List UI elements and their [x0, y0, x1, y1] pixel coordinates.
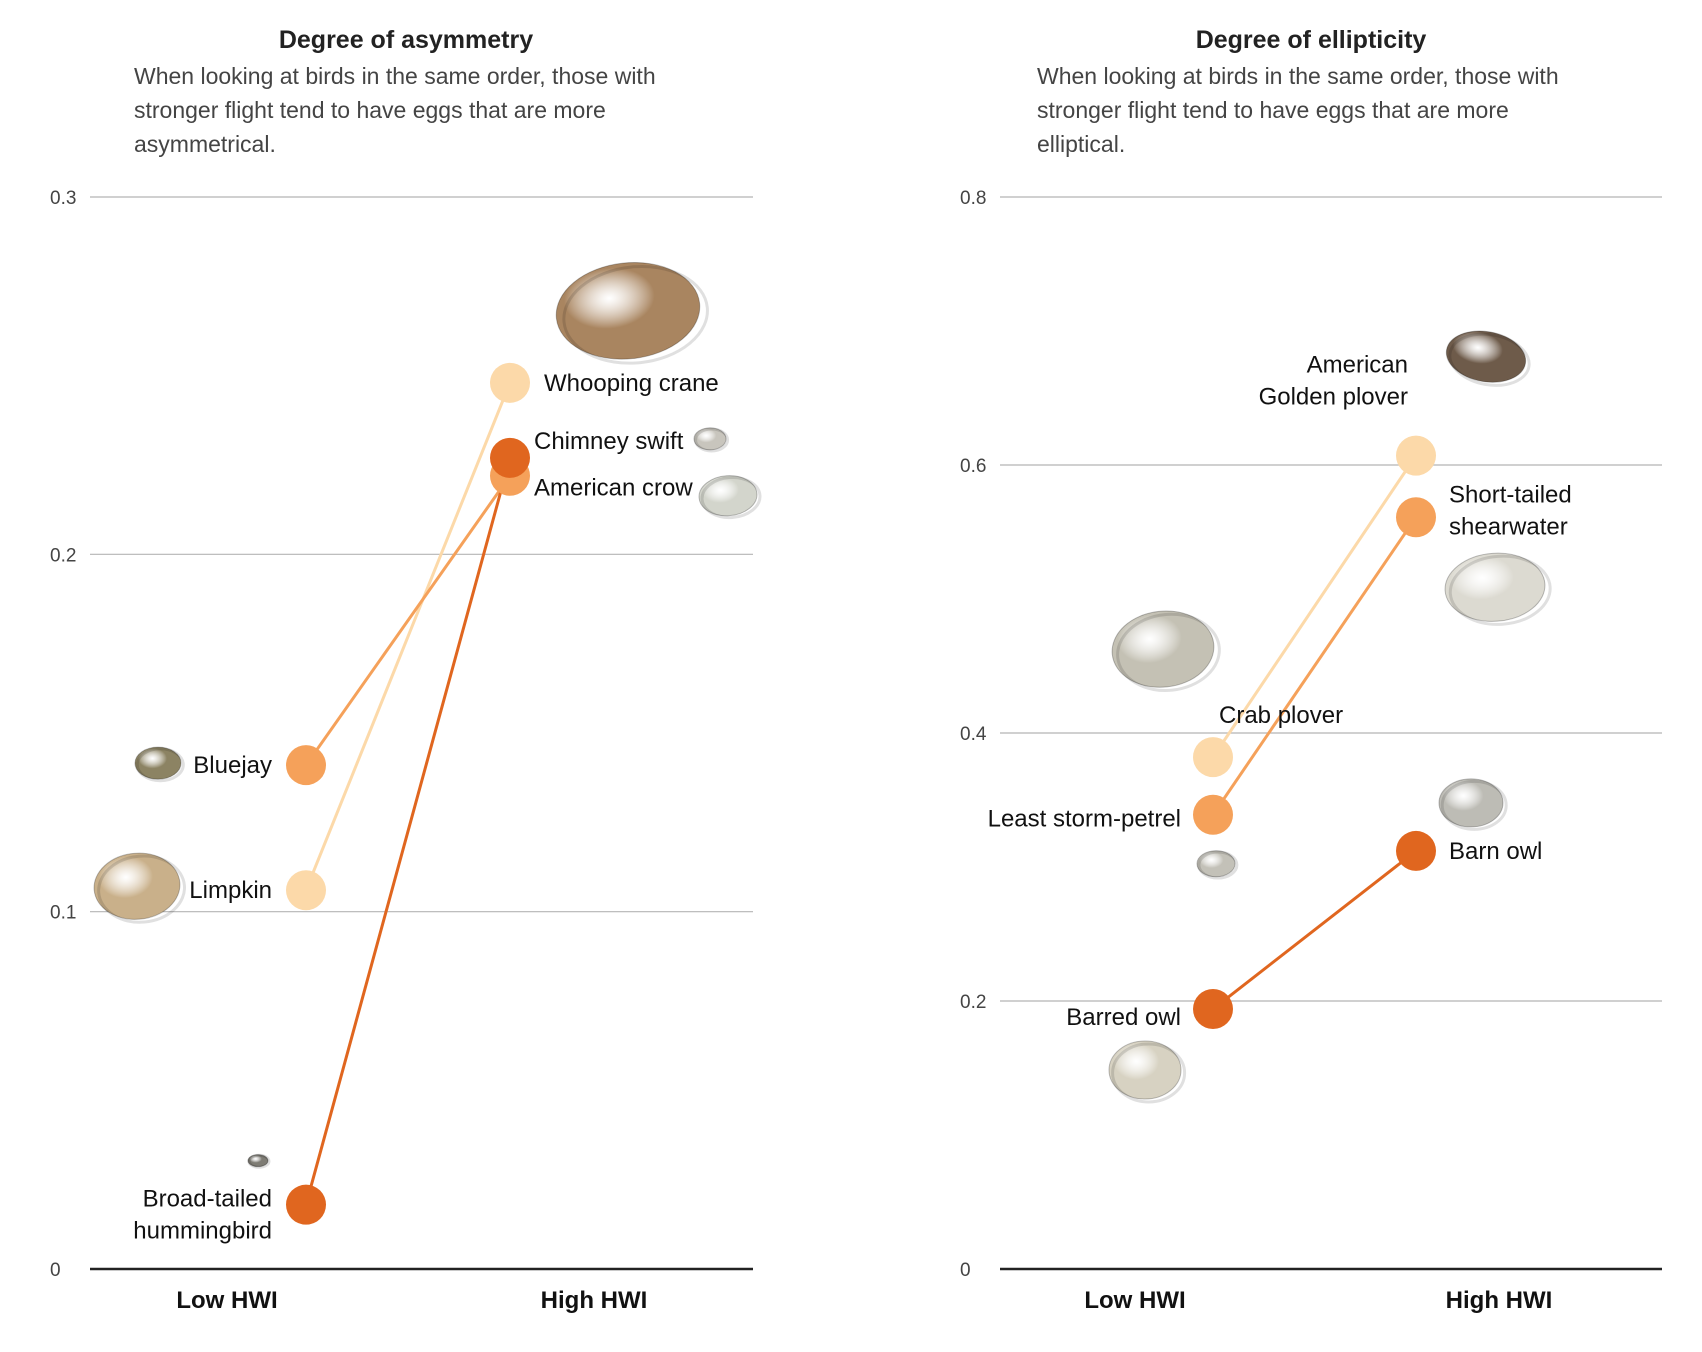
y-tick-label: 0.6 [960, 456, 986, 477]
chart-subtitle-line: When looking at birds in the same order,… [134, 63, 656, 89]
point-label: American crow [534, 475, 693, 502]
data-point [490, 362, 530, 403]
x-category-label: High HWI [541, 1287, 648, 1314]
series-line [1211, 454, 1418, 758]
point-label: Barn owl [1449, 838, 1542, 865]
point-label: American Golden plover [1259, 352, 1408, 411]
point-label: Limpkin [189, 877, 272, 904]
series-line [1212, 849, 1417, 1011]
y-tick-label: 0.8 [960, 188, 986, 209]
egg-icon [1108, 1040, 1187, 1104]
data-point [1396, 830, 1436, 871]
egg-icon [1444, 552, 1552, 626]
egg-icon [1445, 330, 1531, 387]
point-label: Bluejay [193, 752, 272, 779]
data-point [286, 745, 326, 786]
chart-panel-1: Degree of asymmetry When looking at birds… [50, 26, 762, 1314]
series-line [304, 474, 512, 767]
egg-icon [693, 427, 730, 453]
egg-icon [93, 852, 187, 924]
point-label: Crab plover [1219, 702, 1343, 729]
x-category-label: Low HWI [1084, 1287, 1185, 1314]
chart-title: Degree of ellipticity [1196, 26, 1427, 54]
egg-icon [698, 475, 762, 520]
series-line [304, 457, 512, 1206]
data-point [1193, 794, 1233, 835]
point-label: Broad-tailed hummingbird [133, 1186, 272, 1245]
data-point [1193, 989, 1233, 1030]
chart-subtitle-line: stronger flight tend to have eggs that a… [1037, 97, 1509, 123]
series-line [1211, 516, 1418, 816]
chart-panel-2: Degree of ellipticity When looking at bir… [960, 26, 1662, 1314]
data-point [1396, 435, 1436, 476]
y-tick-label: 0.3 [50, 188, 76, 209]
y-tick-label: 0.2 [960, 992, 986, 1013]
egg-icon [247, 1153, 271, 1169]
egg-icon [555, 261, 709, 365]
chart-subtitle-line: When looking at birds in the same order,… [1037, 63, 1559, 89]
y-tick-label: 0 [50, 1260, 61, 1281]
x-category-label: High HWI [1446, 1287, 1553, 1314]
y-tick-label: 0.2 [50, 545, 76, 566]
chart-subtitle-line: stronger flight tend to have eggs that a… [134, 97, 606, 123]
point-label: Short-tailed shearwater [1449, 481, 1572, 540]
egg-icon [1196, 850, 1239, 880]
data-point [1396, 497, 1436, 538]
egg-icon [1111, 610, 1221, 693]
chart-subtitle-line: asymmetrical. [134, 131, 276, 157]
egg-icon [1438, 778, 1508, 831]
y-tick-label: 0.4 [960, 724, 987, 745]
point-label: Least storm-petrel [988, 806, 1181, 833]
series-line [304, 382, 512, 891]
data-point [1193, 737, 1233, 778]
point-label: Barred owl [1066, 1004, 1181, 1031]
chart-subtitle-line: elliptical. [1037, 131, 1125, 157]
x-category-label: Low HWI [176, 1287, 277, 1314]
data-point [286, 870, 326, 911]
point-label: Whooping crane [544, 370, 719, 397]
egg-icon [134, 746, 185, 783]
point-label: Chimney swift [534, 428, 684, 455]
data-point [490, 437, 530, 478]
y-tick-label: 0.1 [50, 903, 76, 924]
chart-title: Degree of asymmetry [279, 26, 533, 54]
y-tick-label: 0 [960, 1260, 971, 1281]
data-point [286, 1184, 326, 1225]
